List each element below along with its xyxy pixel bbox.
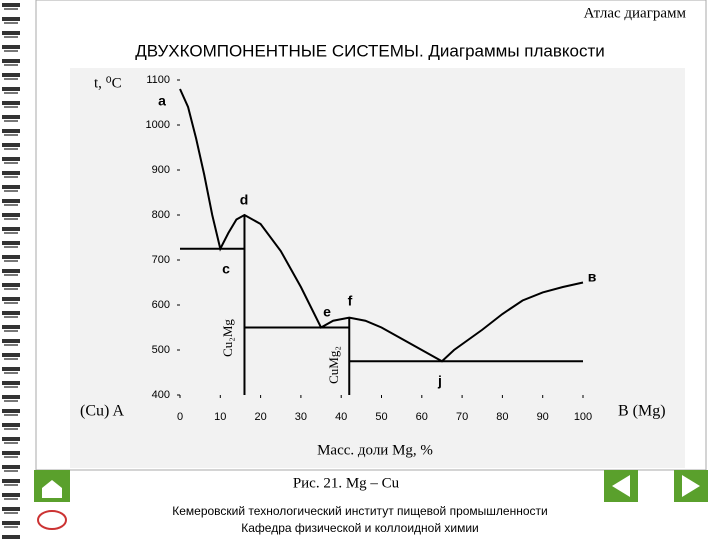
point-label: в [588, 269, 597, 285]
point-label: d [240, 192, 249, 208]
footer-line: Кафедра физической и коллоидной химии [241, 521, 478, 535]
x-tick-label: 30 [295, 411, 307, 423]
left-label: (Cu) A [80, 403, 124, 420]
y-tick-label: 1100 [146, 74, 170, 86]
logo [37, 510, 67, 530]
y-tick-label: 500 [152, 344, 170, 356]
y-axis-label: t, ⁰C [94, 75, 122, 91]
x-tick-label: 40 [335, 411, 347, 423]
compound-label: CuMg₂ [326, 346, 341, 384]
x-tick-label: 50 [375, 411, 387, 423]
home-icon [42, 480, 62, 498]
point-label: f [348, 293, 353, 309]
point-label: j [437, 373, 442, 389]
title: ДВУХКОМПОНЕНТНЫЕ СИСТЕМЫ. Диаграммы плав… [135, 41, 605, 60]
y-tick-label: 1000 [146, 119, 170, 131]
chart-area [70, 68, 685, 468]
point-label: c [222, 261, 230, 277]
point-label: a [158, 93, 166, 109]
header: Атлас диаграмм [584, 5, 687, 21]
x-tick-label: 60 [416, 411, 428, 423]
x-tick-label: 20 [254, 411, 266, 423]
x-axis-label: Масс. доли Mg, % [317, 442, 433, 458]
x-tick-label: 100 [574, 411, 592, 423]
y-tick-label: 400 [152, 389, 170, 401]
x-tick-label: 80 [496, 411, 508, 423]
caption: Рис. 21. Mg – Cu [293, 475, 400, 491]
y-tick-label: 900 [152, 164, 170, 176]
x-tick-label: 70 [456, 411, 468, 423]
right-label: B (Mg) [618, 403, 666, 420]
curve [179, 88, 584, 363]
binder-rings [0, 0, 26, 540]
x-tick-label: 0 [177, 411, 183, 423]
y-tick-label: 600 [152, 299, 170, 311]
next-icon [682, 475, 700, 497]
footer-line: Кемеровский технологический институт пищ… [172, 504, 548, 518]
y-tick-label: 800 [152, 209, 170, 221]
x-tick-label: 90 [537, 411, 549, 423]
point-label: e [323, 304, 331, 320]
x-tick-label: 10 [214, 411, 226, 423]
compound-label: Cu₂Mg [220, 319, 235, 357]
y-tick-label: 700 [152, 254, 170, 266]
prev-icon [612, 475, 630, 497]
